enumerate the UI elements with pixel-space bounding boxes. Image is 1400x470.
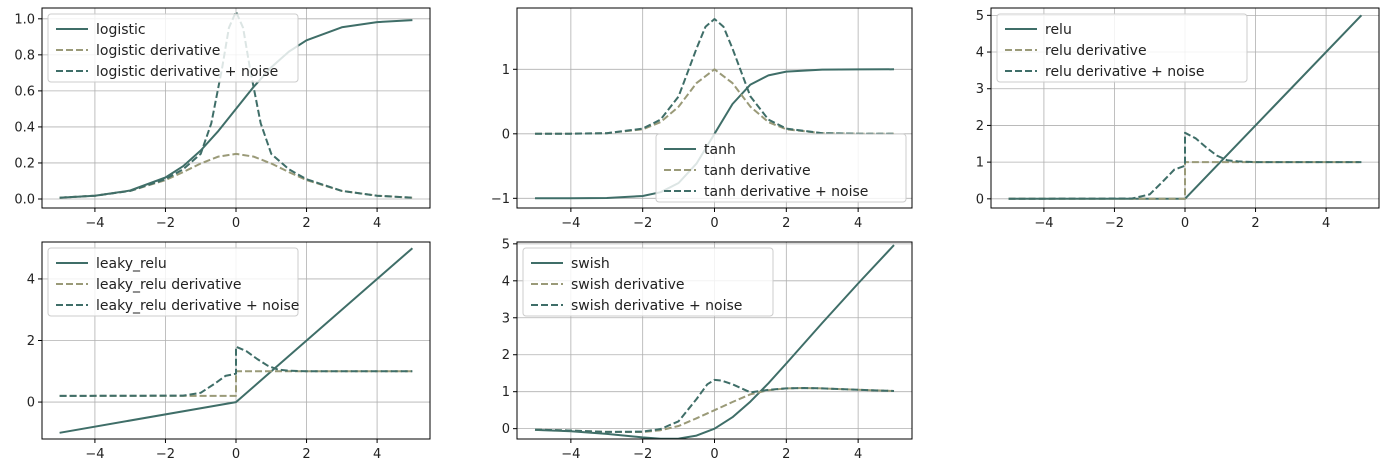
x-tick-label: −2 bbox=[633, 447, 652, 462]
y-tick-label: 4 bbox=[502, 274, 510, 289]
legend-label: relu derivative + noise bbox=[1045, 64, 1204, 80]
y-tick-label: 0.4 bbox=[14, 120, 35, 135]
legend-box bbox=[996, 13, 1248, 83]
legend-label: swish derivative + noise bbox=[571, 298, 742, 314]
y-tick-label: 3 bbox=[502, 311, 510, 326]
legend-label: relu bbox=[1045, 22, 1072, 38]
x-tick-label: 2 bbox=[302, 216, 310, 231]
y-tick-label: 5 bbox=[976, 9, 984, 24]
x-tick-label: 4 bbox=[854, 216, 862, 231]
y-tick-label: 0.6 bbox=[14, 84, 35, 99]
legend-box bbox=[655, 133, 907, 203]
x-tick-label: 2 bbox=[782, 447, 790, 462]
legend-label: leaky_relu derivative bbox=[96, 277, 242, 293]
legend: swish swish derivative swish derivative + … bbox=[522, 247, 774, 317]
series-line-1 bbox=[1008, 161, 1362, 200]
y-tick-label: 1.0 bbox=[14, 12, 35, 27]
x-tick-label: 0 bbox=[710, 216, 718, 231]
series-line-0 bbox=[534, 244, 895, 439]
x-tick-label: 0 bbox=[232, 216, 240, 231]
y-tick-label: 0 bbox=[27, 396, 35, 411]
chart-tanh: −4 −2 0 2 4 −1 0 1 tanh tanh derivative tanh deriv… bbox=[491, 7, 913, 231]
legend-box bbox=[47, 247, 299, 317]
x-tick-label: 4 bbox=[1322, 216, 1330, 231]
series-line-2 bbox=[59, 345, 413, 397]
legend-label: leaky_relu derivative + noise bbox=[96, 298, 299, 314]
y-tick-label: 2 bbox=[27, 334, 35, 349]
x-tick-label: 4 bbox=[854, 447, 862, 462]
y-tick-label: −1 bbox=[491, 192, 510, 207]
series-line-0 bbox=[59, 247, 414, 434]
x-tick-label: 2 bbox=[782, 216, 790, 231]
x-tick-label: 0 bbox=[1181, 216, 1189, 231]
legend-label: logistic derivative bbox=[96, 43, 220, 59]
legend-label: logistic bbox=[96, 22, 146, 38]
y-tick-label: 1 bbox=[502, 385, 510, 400]
legend-label: relu derivative bbox=[1045, 43, 1147, 59]
legend-label: logistic derivative + noise bbox=[96, 64, 278, 80]
y-tick-label: 0.0 bbox=[14, 192, 35, 207]
legend-label: leaky_relu bbox=[96, 256, 167, 272]
chart-swish: −4 −2 0 2 4 0 1 2 3 4 5 swish swish derivative swish … bbox=[502, 237, 913, 462]
x-tick-label: −4 bbox=[561, 216, 580, 231]
x-tick-label: −4 bbox=[85, 216, 104, 231]
x-tick-label: −4 bbox=[561, 447, 580, 462]
legend: tanh tanh derivative tanh derivative + noi… bbox=[655, 133, 907, 203]
y-tick-label: 2 bbox=[502, 348, 510, 363]
legend-label: tanh derivative + noise bbox=[704, 184, 868, 200]
y-tick-label: 5 bbox=[502, 237, 510, 252]
y-tick-label: 1 bbox=[976, 156, 984, 171]
x-tick-label: 4 bbox=[373, 216, 381, 231]
series-line-2 bbox=[534, 378, 895, 433]
y-tick-label: 0 bbox=[502, 127, 510, 142]
y-tick-label: 0 bbox=[976, 192, 984, 207]
legend: logistic logistic derivative logistic deri… bbox=[47, 13, 299, 83]
x-tick-label: 0 bbox=[710, 447, 718, 462]
y-tick-label: 1 bbox=[502, 63, 510, 78]
legend-label: swish bbox=[571, 256, 610, 272]
x-tick-label: −2 bbox=[633, 216, 652, 231]
series-line-2 bbox=[534, 18, 895, 135]
legend-label: tanh bbox=[704, 142, 736, 158]
x-tick-label: −2 bbox=[1105, 216, 1124, 231]
x-tick-label: 4 bbox=[373, 447, 381, 462]
x-tick-label: −2 bbox=[156, 216, 175, 231]
y-tick-label: 0.8 bbox=[14, 48, 35, 63]
y-tick-label: 4 bbox=[976, 46, 984, 61]
chart-relu: −4 −2 0 2 4 0 1 2 3 4 5 relu relu derivative relu der… bbox=[976, 7, 1380, 231]
chart-leaky_relu: −4 −2 0 2 4 0 2 4 leaky_relu leaky_relu derivativ… bbox=[27, 241, 431, 462]
x-tick-label: 2 bbox=[302, 447, 310, 462]
x-tick-label: −4 bbox=[85, 447, 104, 462]
x-tick-label: 2 bbox=[1251, 216, 1259, 231]
legend: leaky_relu leaky_relu derivative leaky_rel… bbox=[47, 247, 299, 317]
x-tick-label: −4 bbox=[1034, 216, 1053, 231]
legend-box bbox=[522, 247, 774, 317]
x-tick-label: −2 bbox=[156, 447, 175, 462]
series-line-2 bbox=[1008, 131, 1362, 200]
legend-box bbox=[47, 13, 299, 83]
x-tick-label: 0 bbox=[232, 447, 240, 462]
legend: relu relu derivative relu derivative + noi… bbox=[996, 13, 1248, 83]
y-tick-label: 0 bbox=[502, 422, 510, 437]
legend-label: swish derivative bbox=[571, 277, 685, 293]
chart-logistic: −4 −2 0 2 40.00.20.40.60.81.0logisticlogisti… bbox=[14, 7, 431, 231]
y-tick-label: 3 bbox=[976, 82, 984, 97]
y-tick-label: 4 bbox=[27, 272, 35, 287]
y-tick-label: 0.2 bbox=[14, 156, 35, 171]
y-tick-label: 2 bbox=[976, 119, 984, 134]
legend-label: tanh derivative bbox=[704, 163, 811, 179]
